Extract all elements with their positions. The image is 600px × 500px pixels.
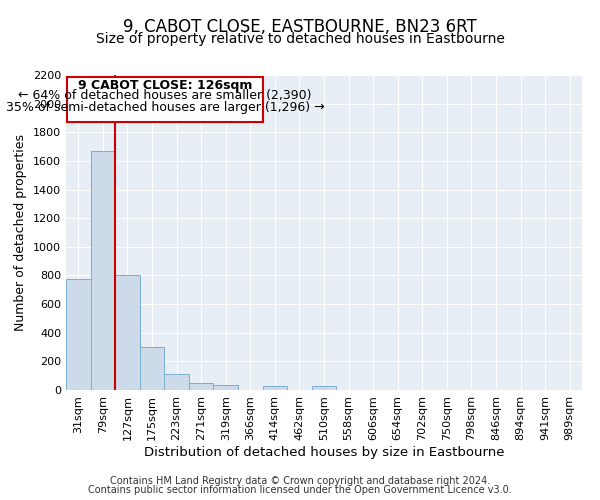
Bar bbox=[115, 276, 140, 390]
Text: 35% of semi-detached houses are larger (1,296) →: 35% of semi-detached houses are larger (… bbox=[5, 100, 324, 114]
Bar bbox=[140, 347, 164, 390]
Text: Contains public sector information licensed under the Open Government Licence v3: Contains public sector information licen… bbox=[88, 485, 512, 495]
Bar bbox=[263, 386, 287, 390]
Text: ← 64% of detached houses are smaller (2,390): ← 64% of detached houses are smaller (2,… bbox=[18, 90, 311, 102]
Bar bbox=[189, 383, 214, 390]
Bar bbox=[66, 279, 91, 390]
Bar bbox=[91, 151, 115, 390]
Bar bbox=[214, 385, 238, 390]
Y-axis label: Number of detached properties: Number of detached properties bbox=[14, 134, 28, 331]
X-axis label: Distribution of detached houses by size in Eastbourne: Distribution of detached houses by size … bbox=[144, 446, 504, 458]
FancyBboxPatch shape bbox=[67, 77, 263, 122]
Text: 9, CABOT CLOSE, EASTBOURNE, BN23 6RT: 9, CABOT CLOSE, EASTBOURNE, BN23 6RT bbox=[123, 18, 477, 36]
Text: Contains HM Land Registry data © Crown copyright and database right 2024.: Contains HM Land Registry data © Crown c… bbox=[110, 476, 490, 486]
Text: Size of property relative to detached houses in Eastbourne: Size of property relative to detached ho… bbox=[95, 32, 505, 46]
Text: 9 CABOT CLOSE: 126sqm: 9 CABOT CLOSE: 126sqm bbox=[78, 78, 252, 92]
Bar bbox=[312, 386, 336, 390]
Bar bbox=[164, 374, 189, 390]
